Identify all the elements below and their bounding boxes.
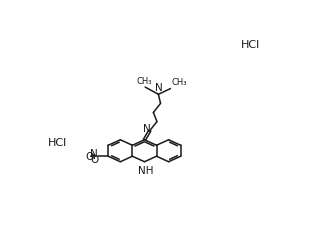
Text: HCl: HCl xyxy=(48,138,68,148)
Text: NH: NH xyxy=(138,166,153,176)
Text: CH₃: CH₃ xyxy=(171,78,187,88)
Text: N: N xyxy=(144,124,151,134)
Text: O: O xyxy=(86,152,94,162)
Text: N: N xyxy=(90,149,98,159)
Text: CH₃: CH₃ xyxy=(137,77,152,86)
Text: HCl: HCl xyxy=(241,40,260,50)
Text: N: N xyxy=(154,83,162,93)
Text: O: O xyxy=(90,155,98,165)
